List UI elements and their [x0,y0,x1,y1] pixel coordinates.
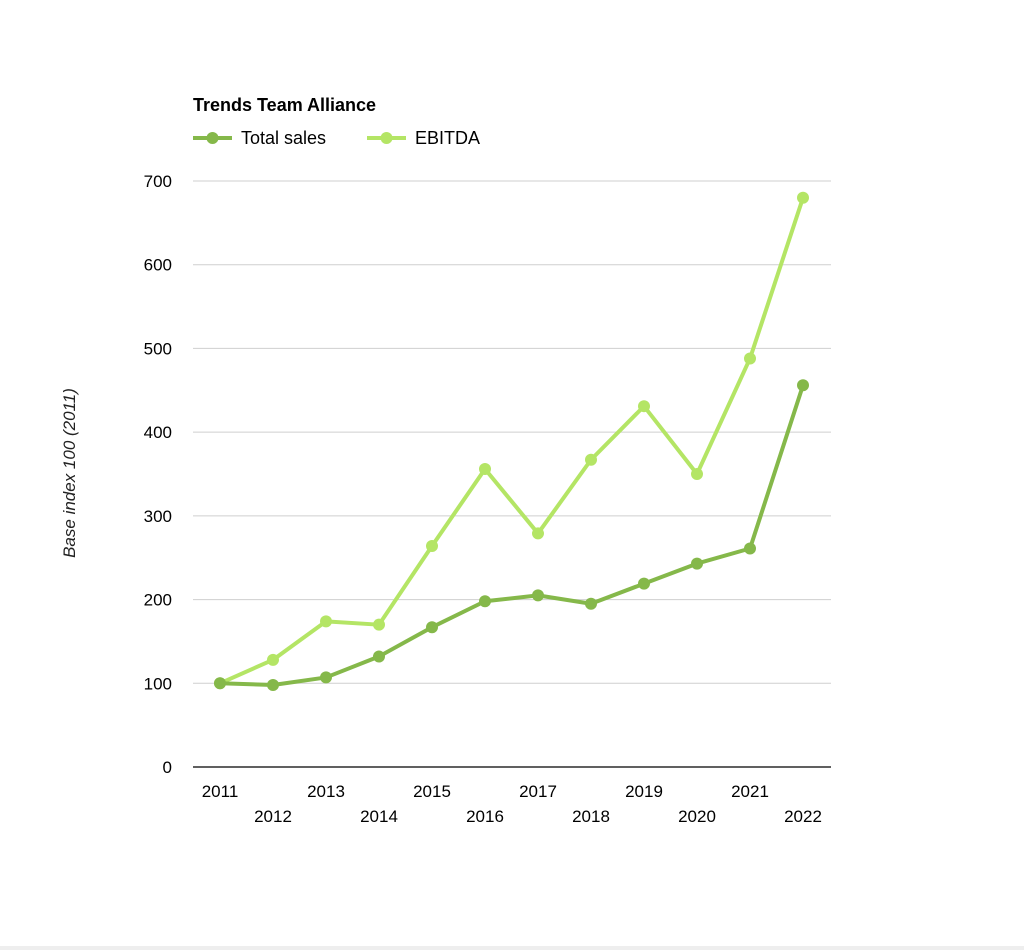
y-tick-label: 100 [144,674,172,693]
chart-title: Trends Team Alliance [193,95,376,115]
x-tick-label: 2020 [678,807,716,826]
data-point-ebitda [797,191,809,204]
y-tick-label: 700 [144,172,172,191]
data-point-total-sales [426,621,438,634]
y-axis-label: Base index 100 (2011) [60,388,79,558]
x-tick-label: 2018 [572,807,610,826]
data-point-total-sales [214,677,226,690]
data-point-ebitda [691,468,703,480]
x-tick-label: 2014 [360,807,398,826]
series-line-total-sales [218,383,805,687]
data-point-total-sales [638,577,650,590]
data-point-total-sales [267,678,279,691]
data-point-ebitda [479,462,491,475]
y-tick-label: 600 [144,256,172,275]
data-point-ebitda [585,453,597,466]
data-point-ebitda [373,618,385,631]
data-point-ebitda [267,653,279,666]
legend-item-total-sales: Total sales [193,128,326,148]
legend-label-total-sales: Total sales [241,128,326,148]
bottom-divider [0,946,1024,950]
x-tick-labels: 2011 2012 2013 2014 2015 2016 2017 2018 2019 2020… [202,782,822,826]
data-point-total-sales [691,557,703,570]
legend-item-ebitda: EBITDA [367,128,480,148]
x-tick-label: 2019 [625,782,663,801]
y-tick-label: 0 [163,758,172,777]
legend-marker-ebitda [380,132,393,144]
gridlines [193,180,831,684]
data-point-total-sales [532,589,544,602]
y-tick-label: 500 [144,339,172,358]
data-point-total-sales [744,542,756,555]
data-point-total-sales [373,650,385,663]
x-tick-label: 2017 [519,782,557,801]
data-point-total-sales [797,379,809,392]
x-tick-label: 2011 [202,782,239,801]
legend-marker-total-sales [206,132,219,144]
x-tick-label: 2012 [254,807,292,826]
series-line-ebitda [218,195,805,686]
x-tick-label: 2015 [413,782,451,801]
data-point-ebitda [320,615,332,628]
series-ebitda [214,191,809,690]
data-point-ebitda [426,539,438,552]
data-point-ebitda [744,352,756,365]
series-lines [214,191,809,691]
data-point-total-sales [479,595,491,608]
data-point-total-sales [585,597,597,610]
x-tick-label: 2016 [466,807,504,826]
x-tick-label: 2013 [307,782,345,801]
data-point-ebitda [532,527,544,540]
y-tick-label: 300 [144,507,172,526]
legend: Total sales EBITDA [193,128,480,148]
data-point-total-sales [320,671,332,684]
y-tick-label: 400 [144,423,172,442]
x-tick-label: 2021 [731,782,769,801]
y-tick-label: 200 [144,591,172,610]
series-total-sales [214,379,809,691]
legend-label-ebitda: EBITDA [415,128,480,148]
y-tick-labels: 0 100 200 300 400 500 600 700 [144,172,172,777]
data-point-ebitda [638,400,650,413]
x-tick-label: 2022 [784,807,822,826]
